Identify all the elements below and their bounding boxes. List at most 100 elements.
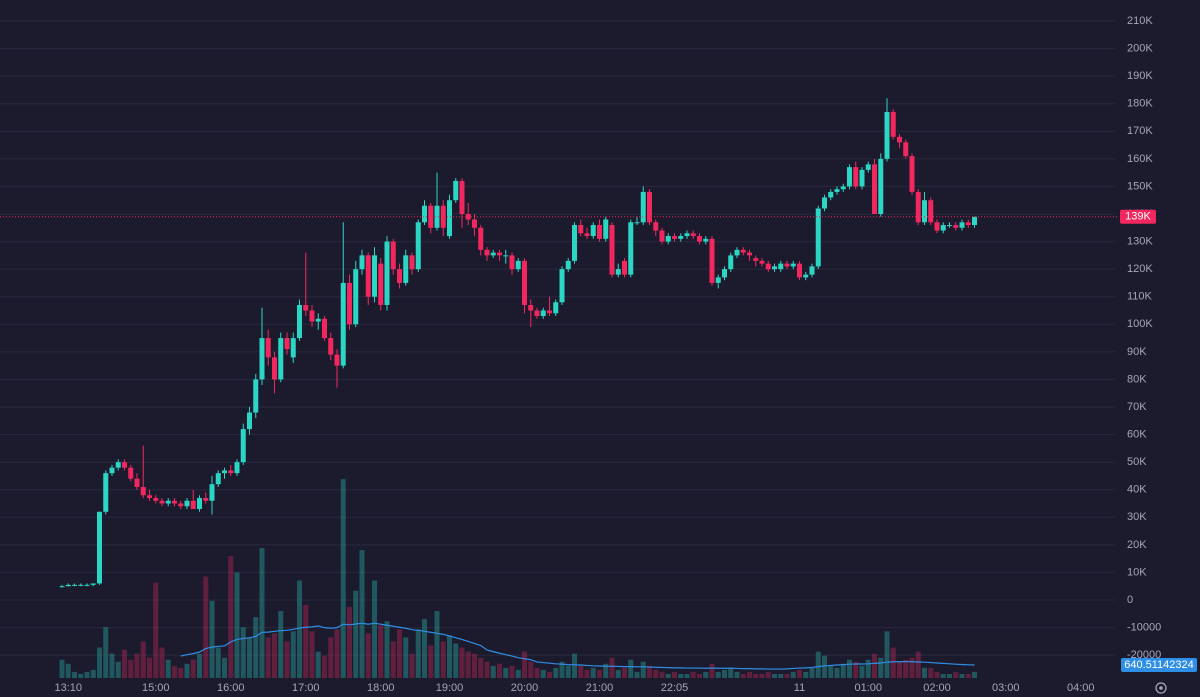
candle-body (947, 225, 952, 227)
volume-bar (159, 647, 165, 678)
settings-icon[interactable] (1155, 682, 1167, 694)
candle-body (678, 236, 684, 239)
volume-bar (284, 641, 290, 678)
y-tick-label: 190K (1127, 70, 1153, 82)
candle-body (497, 252, 502, 256)
candle-body (928, 200, 934, 223)
candle-body (953, 225, 959, 228)
volume-bar (809, 667, 815, 678)
candle-body (140, 486, 146, 496)
candle-body (853, 167, 859, 187)
y-tick-label: 80K (1127, 373, 1147, 385)
y-tick-label: 120K (1127, 263, 1153, 275)
candle-body (365, 255, 371, 297)
volume-bar (659, 671, 665, 678)
volume-bar (222, 657, 227, 678)
candle-body (834, 189, 840, 192)
candle-body (315, 318, 321, 322)
volume-bar (859, 665, 865, 678)
candle-body (759, 260, 765, 264)
volume-bar (690, 671, 696, 678)
x-tick-label: 21:00 (586, 682, 614, 694)
candle-body (553, 302, 559, 314)
volume-bar (453, 643, 459, 678)
volume-bar (409, 653, 415, 678)
volume-bar (328, 637, 334, 678)
volume-bar (347, 606, 352, 678)
settings-ring[interactable] (1155, 682, 1167, 694)
y-tick-label: 0 (1127, 594, 1133, 606)
candle-body (634, 222, 640, 224)
volume-bar (359, 550, 365, 678)
y-tick-label: 130K (1127, 235, 1153, 247)
candle-body (653, 222, 659, 231)
volume-bar (497, 663, 502, 678)
candle-body (334, 354, 340, 366)
candle-body (422, 205, 427, 223)
volume-bar (140, 641, 146, 678)
volume-bar (828, 665, 834, 678)
volume-bar (447, 635, 452, 678)
volume-bar (303, 604, 309, 678)
settings-dot[interactable] (1159, 686, 1163, 690)
volume-bar (309, 631, 315, 678)
volume-bar (147, 657, 152, 678)
candle-body (347, 282, 352, 325)
volume-bar (422, 619, 427, 678)
volume-bar (553, 667, 559, 678)
candle-body (353, 269, 359, 325)
volume-bar (703, 671, 709, 678)
y-tick-label: 70K (1127, 401, 1147, 413)
candle-body (909, 156, 915, 192)
candle-body (153, 497, 159, 501)
candle-body (547, 310, 552, 314)
volume-bar (103, 627, 109, 678)
candle-body (753, 258, 759, 261)
candle-body (172, 500, 177, 504)
candle-body (534, 310, 540, 317)
volume-bar (515, 669, 521, 678)
volume-bar (709, 663, 715, 678)
candle-body (740, 249, 746, 253)
volume-bar (265, 637, 271, 678)
volume-bar (915, 651, 921, 678)
volume-bar (803, 671, 809, 678)
y-tick-label: 30K (1127, 511, 1147, 523)
candle-body (59, 586, 65, 588)
candle-body (972, 216, 977, 226)
candle-body (622, 260, 627, 275)
volume-bar (628, 659, 634, 678)
volume-bar (947, 673, 952, 678)
candle-body (897, 136, 902, 143)
volume-bar (790, 671, 796, 678)
volume-bar (759, 673, 765, 678)
x-tick-label: 03:00 (992, 682, 1020, 694)
volume-bar (959, 673, 965, 678)
volume-bar (372, 580, 377, 678)
x-tick-label: 04:00 (1067, 682, 1095, 694)
y-tick-label: 50K (1127, 456, 1147, 468)
volume-bar (797, 669, 802, 678)
candle-body (522, 260, 527, 305)
volume-bar (390, 641, 396, 678)
candle-body (397, 269, 402, 283)
candle-body (278, 338, 284, 380)
volume-bar (259, 548, 265, 678)
volume-bar (465, 651, 471, 678)
candle-body (284, 338, 290, 350)
candle-body (578, 225, 584, 234)
candle-body (378, 263, 384, 305)
volume-bar (353, 590, 359, 678)
x-tick-label: 13:10 (54, 682, 82, 694)
volume-bar (953, 671, 959, 678)
volume-bar (65, 663, 71, 678)
volume-bar (934, 671, 940, 678)
volume-bar (840, 663, 846, 678)
volume-bar (728, 667, 734, 678)
volume-bar (922, 667, 927, 678)
y-tick-label: 20K (1127, 539, 1147, 551)
volume-bar (415, 629, 421, 678)
volume-bars (59, 479, 977, 678)
volume-bar (972, 671, 977, 678)
candle-body (147, 495, 152, 498)
